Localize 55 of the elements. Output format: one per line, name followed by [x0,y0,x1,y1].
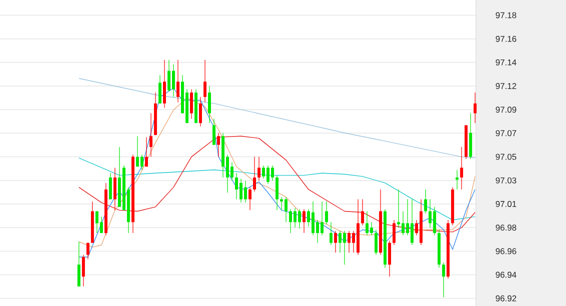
candlestick [456,170,459,190]
candlestick [108,172,112,200]
candlestick [204,60,206,103]
candlestick [199,96,202,127]
y-tick-label: 97.03 [496,177,516,184]
candlestick [217,132,220,158]
candlestick [144,136,148,167]
candlestick [330,222,333,246]
candlestick [289,208,292,234]
candlestick [366,210,369,236]
candlestick [474,92,477,124]
candlestick [392,220,396,246]
candlestick [334,230,338,253]
candlestick [325,201,328,225]
candlestick [86,242,90,260]
candlestick [469,112,472,160]
y-tick-label: 96.98 [496,224,516,231]
candlestick [253,156,256,192]
y-tick-label: 97.14 [496,59,516,66]
candlestick [276,175,278,210]
y-tick-label: 96.92 [496,295,516,302]
candlestick [140,154,144,170]
y-tick-label: 97.01 [496,200,516,207]
candlestick [424,189,428,214]
y-tick-label: 97.09 [496,106,516,113]
candlestick [442,262,446,298]
y-tick-label: 96.96 [496,248,516,254]
y-tick-label: 96.94 [496,272,516,278]
candlestick [212,118,216,146]
candlestick [280,196,284,210]
candlestick [248,187,252,210]
candlestick [172,64,175,98]
y-tick-label: 97.05 [496,154,516,160]
y-tick-label: 97.07 [496,130,516,136]
candlestick [338,230,342,253]
candlestick [374,229,378,256]
candlestick [348,230,351,253]
candlestick [460,146,464,190]
candlestick [208,86,211,124]
candlestick [113,167,116,210]
candlestick [302,208,306,234]
candlestick [176,60,180,103]
candlestick [162,60,166,108]
candlestick [158,74,162,104]
candlestick [82,254,85,287]
candlestick [190,88,193,119]
candlestick [388,240,392,277]
y-tick-label: 97.16 [496,36,516,42]
candlestick [77,241,80,287]
y-tick-label: 97.18 [496,12,516,18]
candlestick [258,156,260,182]
y-tick-label: 97.12 [496,83,516,90]
candlestick [361,198,364,226]
line-series [78,78,476,158]
candlestick [149,112,152,158]
